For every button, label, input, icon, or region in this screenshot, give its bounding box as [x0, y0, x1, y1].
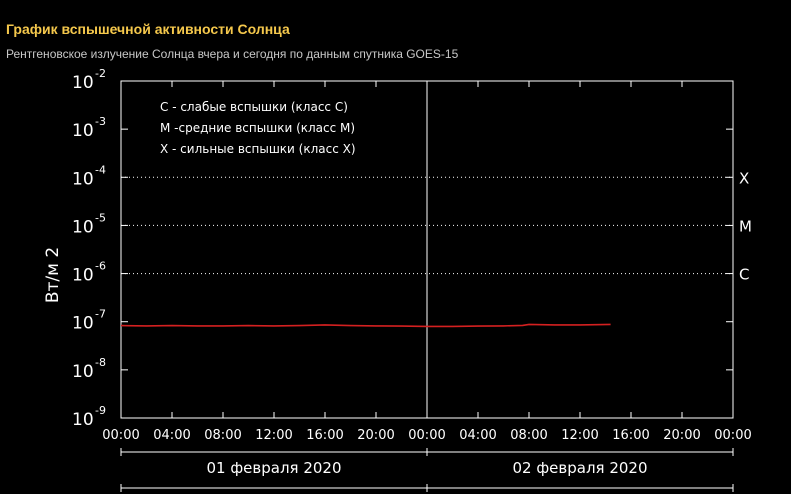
x-tick-label: 20:00 [357, 428, 394, 443]
y-tick-label: 10 [72, 362, 94, 382]
legend-entry: M -средние вспышки (класс M) [160, 121, 355, 135]
y-tick-label: 10 [72, 121, 94, 141]
y-tick-exponent: -4 [95, 163, 106, 176]
y-axis-label: Вт/м 2 [43, 247, 63, 303]
chart-title: График вспышечной активности Солнца [6, 21, 290, 37]
x-tick-label: 12:00 [255, 428, 292, 443]
legend-entry: X - сильные вспышки (класс X) [160, 142, 356, 156]
legend: C - слабые вспышки (класс C) M -средние в… [160, 100, 356, 156]
date-label: 01 февраля 2020 [206, 459, 341, 477]
series-layer [120, 323, 611, 328]
x-tick-label: 16:00 [306, 428, 343, 443]
date-axis: 01 февраля 2020 02 февраля 2020 [120, 448, 734, 492]
y-tick-label: 10 [72, 217, 94, 237]
date-label: 02 февраля 2020 [512, 459, 647, 477]
chart-subtitle: Рентгеновское излучение Солнца вчера и с… [6, 47, 459, 61]
y-tick-exponent: -6 [95, 260, 106, 273]
threshold-label: X [739, 169, 749, 187]
x-tick-label: 04:00 [459, 428, 496, 443]
legend-entry: C - слабые вспышки (класс C) [160, 100, 348, 114]
x-tick-label: 04:00 [153, 428, 190, 443]
x-axis-ticks: 00:00 04:00 08:00 12:00 16:00 20:00 00:00 04:00… [102, 81, 752, 443]
x-tick-label: 00:00 [408, 428, 445, 443]
y-tick-label: 10 [72, 266, 94, 286]
x-tick-label: 20:00 [663, 428, 700, 443]
x-tick-label: 08:00 [510, 428, 547, 443]
y-tick-exponent: -2 [95, 67, 106, 80]
class-threshold-lines: X M C [121, 169, 752, 284]
y-tick-exponent: -5 [95, 211, 106, 224]
xray-flux-line [120, 323, 611, 328]
y-tick-exponent: -9 [95, 404, 106, 417]
x-tick-label: 00:00 [714, 428, 751, 443]
y-axis-ticks: 10-210-310-410-510-610-710-810-9 [72, 67, 733, 430]
y-tick-label: 10 [72, 410, 94, 430]
y-tick-label: 10 [72, 314, 94, 334]
threshold-label: M [739, 217, 752, 235]
y-tick-label: 10 [72, 73, 94, 93]
y-axis-title: Вт/м 2 [43, 247, 63, 303]
y-tick-exponent: -8 [95, 356, 106, 369]
x-tick-label: 00:00 [102, 428, 139, 443]
threshold-label: C [739, 266, 749, 284]
x-tick-label: 08:00 [204, 428, 241, 443]
y-tick-exponent: -7 [95, 308, 106, 321]
y-tick-label: 10 [72, 169, 94, 189]
x-tick-label: 16:00 [612, 428, 649, 443]
x-tick-label: 12:00 [561, 428, 598, 443]
y-tick-exponent: -3 [95, 115, 106, 128]
